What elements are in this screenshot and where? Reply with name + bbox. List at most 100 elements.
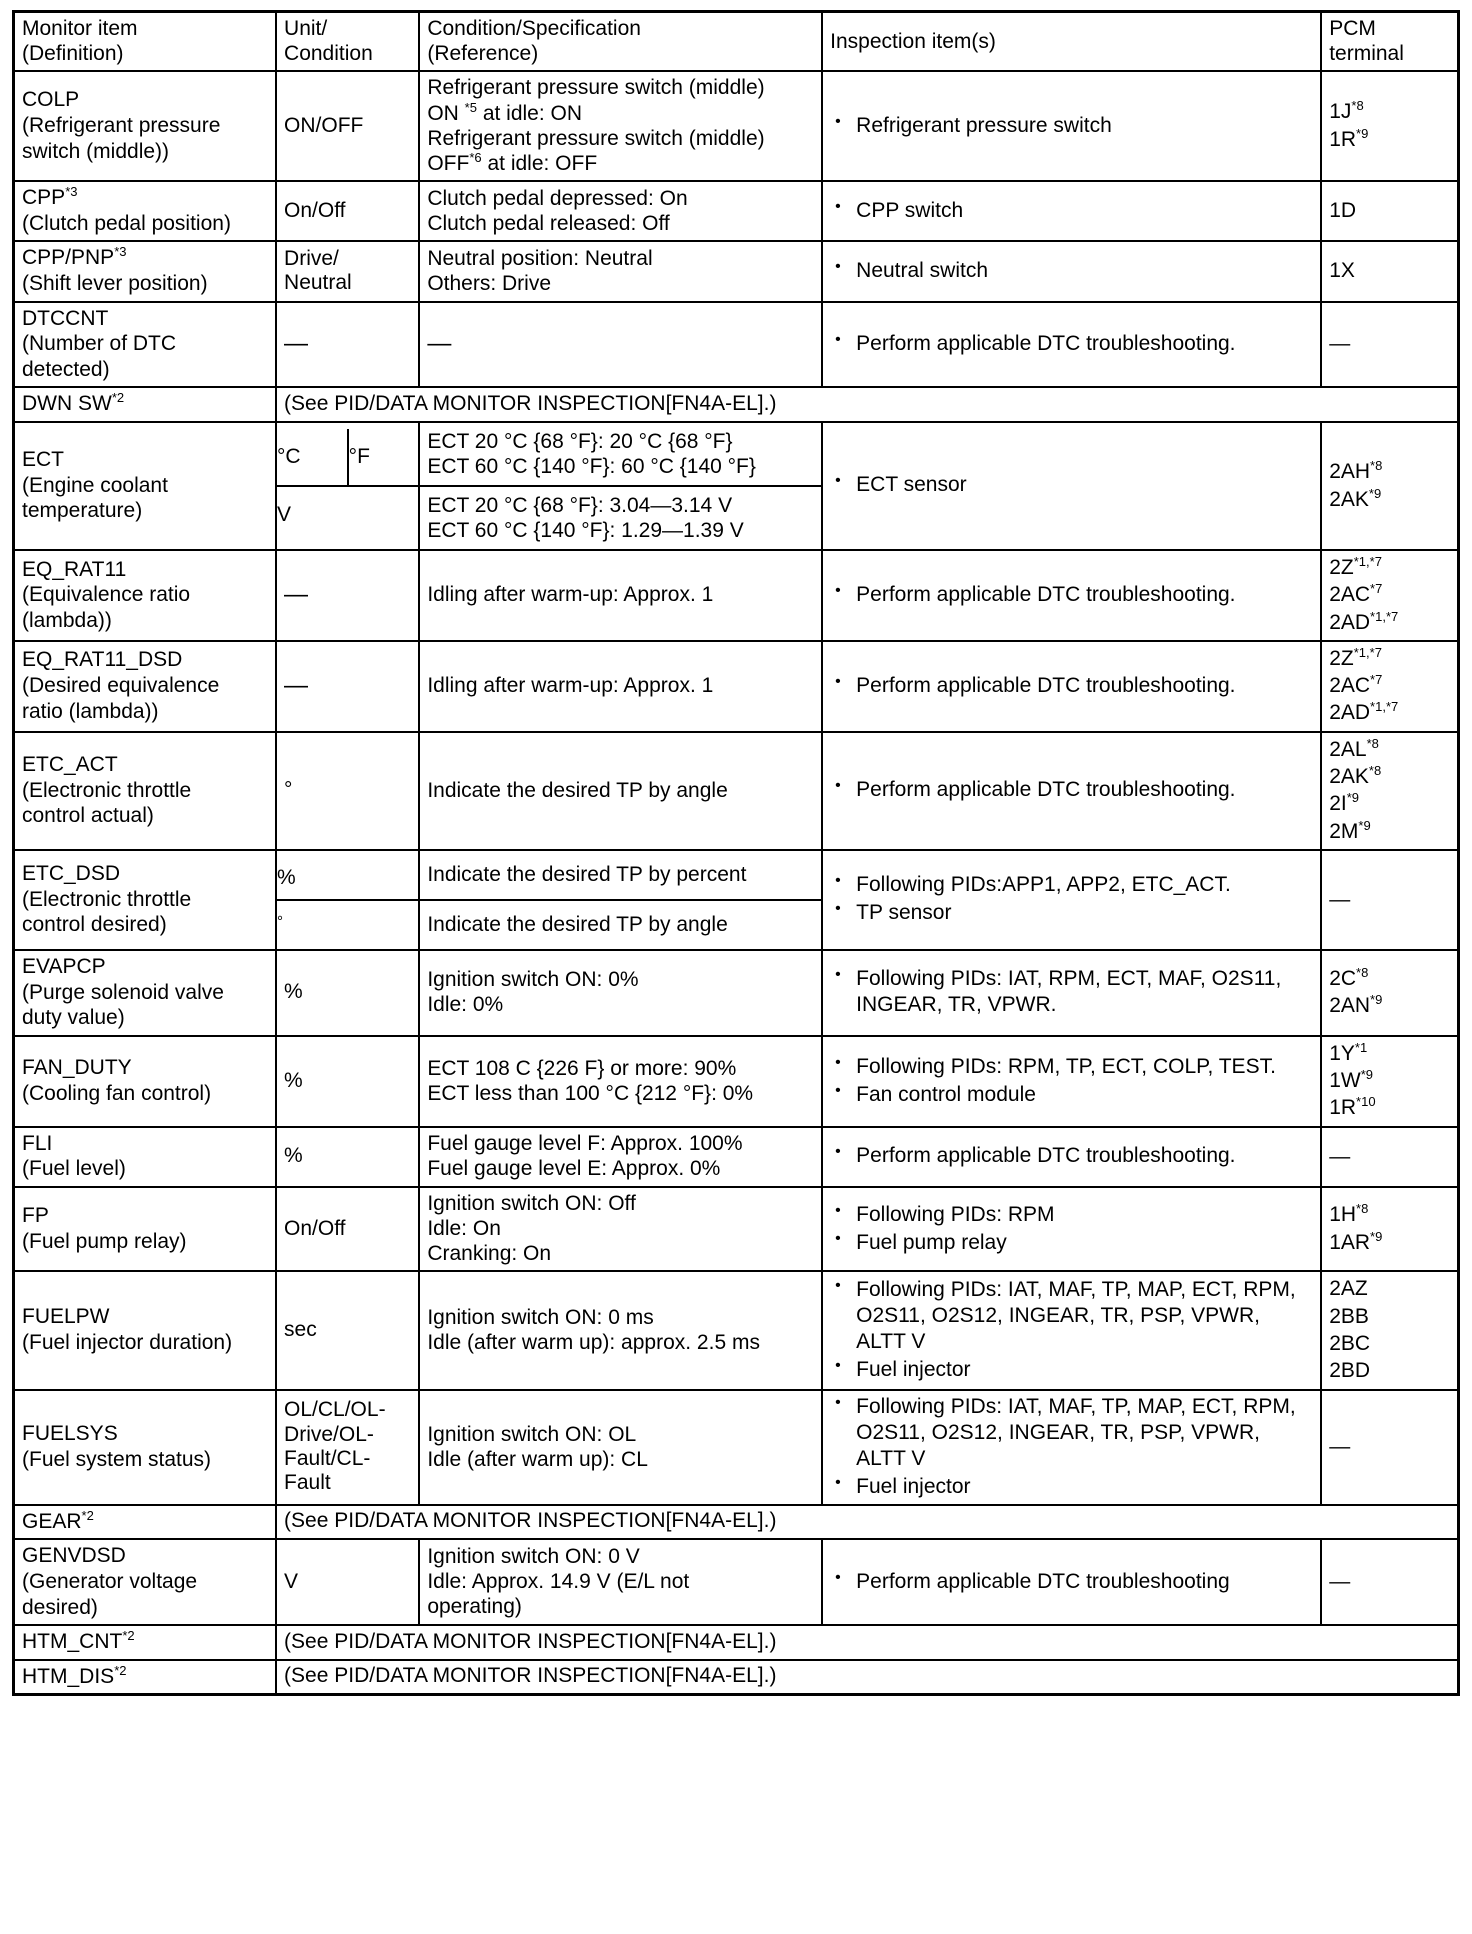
table-body: COLP (Refrigerant pressure switch (middl… — [12, 70, 1460, 1696]
see-reference-note: (See PID/DATA MONITOR INSPECTION[FN4A-EL… — [275, 1658, 1460, 1696]
see-reference-note: (See PID/DATA MONITOR INSPECTION[FN4A-EL… — [275, 1624, 1460, 1661]
condition-line: ECT 60 °C {140 °F}: 1.29—1.39 V — [427, 519, 744, 542]
monitor-item-id: HTM_CNT*2 — [22, 1629, 268, 1655]
unit-value: Neutral — [284, 270, 352, 294]
condition-line: — — [427, 330, 452, 358]
monitor-item-dwn-sw: DWN SW*2 — [12, 386, 278, 423]
monitor-item-genvdsd: GENVDSD (Generator voltage desired) — [12, 1538, 278, 1627]
list-item: Neutral switch — [835, 257, 1313, 284]
unit-condition: On/Off — [275, 180, 421, 243]
condition-line: Fuel gauge level F: Approx. 100% — [427, 1132, 743, 1156]
monitor-item-id: GEAR*2 — [22, 1509, 268, 1535]
table-row: CPP*3 (Clutch pedal position) On/Off Clu… — [12, 180, 1460, 243]
unit-fahrenheit: °F — [347, 429, 419, 487]
table-row: HTM_DIS*2 (See PID/DATA MONITOR INSPECTI… — [12, 1658, 1460, 1696]
unit-value: Fault/CL- — [284, 1446, 371, 1470]
pcm-terminal: 2Z*1,*7 2AC*7 2AD*1,*7 — [1320, 549, 1460, 642]
condition-line: operating) — [427, 1595, 522, 1619]
unit-value: % — [284, 1144, 303, 1168]
pcm-value: — — [1329, 1144, 1351, 1168]
monitor-item-fan-duty: FAN_DUTY (Cooling fan control) — [12, 1034, 278, 1128]
unit-volts: V — [277, 502, 292, 526]
condition-specification: Ignition switch ON: OL Idle (after warm … — [418, 1388, 824, 1506]
condition-line: Ignition switch ON: OL — [427, 1422, 637, 1446]
pcm-value: 1W — [1329, 1069, 1361, 1093]
monitor-item-definition: (Refrigerant pressure — [22, 113, 221, 137]
inspection-list: Following PIDs: IAT, RPM, ECT, MAF, O2S1… — [830, 965, 1313, 1018]
pid-data-monitor-table: Monitor item (Definition) Unit/ Conditio… — [12, 10, 1460, 1697]
list-item: Perform applicable DTC troubleshooting. — [835, 581, 1313, 608]
footnote-marker: *9 — [1358, 817, 1371, 833]
condition-specification: ECT 108 C {226 F} or more: 90% ECT less … — [418, 1034, 824, 1128]
pcm-value: 1R — [1329, 127, 1357, 151]
unit-split-table: % ° — [277, 856, 419, 943]
condition-line: Neutral position: Neutral — [427, 246, 653, 270]
condition-specification: Indicate the desired TP by angle — [418, 730, 824, 851]
header-line: Unit/ — [284, 17, 328, 40]
condition-percent: Indicate the desired TP by percent — [420, 850, 822, 901]
list-item: CPP switch — [835, 197, 1313, 224]
pcm-value: 2BD — [1329, 1359, 1371, 1383]
monitor-item-definition: (Clutch pedal position) — [22, 211, 231, 235]
pcm-value: 1H — [1329, 1203, 1357, 1227]
monitor-item-text: GEAR — [22, 1509, 82, 1533]
monitor-item-etc-dsd: ETC_DSD (Electronic throttle control des… — [12, 848, 278, 951]
pcm-entry: 1D — [1329, 197, 1450, 224]
monitor-item-definition: (Fuel level) — [22, 1157, 126, 1181]
pcm-value: — — [1329, 1435, 1351, 1459]
unit-value: Drive/ — [284, 246, 339, 270]
unit-condition: % — [275, 948, 421, 1037]
footnote-marker: *8 — [1356, 965, 1369, 981]
inspection-items: Perform applicable DTC troubleshooting. — [821, 549, 1323, 642]
pcm-value: 2C — [1329, 967, 1357, 991]
condition-line: OFF*6 at idle: OFF — [427, 151, 814, 176]
monitor-item-definition: switch (middle)) — [22, 139, 170, 163]
unit-condition: — — [275, 639, 421, 733]
column-header-condition-specification: Condition/Specification (Reference) — [418, 10, 824, 73]
unit-condition: sec — [275, 1270, 421, 1391]
monitor-item-definition: duty value) — [22, 1006, 125, 1030]
condition-text: at idle: ON — [476, 101, 583, 125]
pcm-value: 2AZ — [1329, 1277, 1368, 1301]
pcm-entry: 2AC*7 — [1329, 672, 1450, 699]
table-row: ETC_ACT (Electronic throttle control act… — [12, 730, 1460, 851]
list-item: Following PIDs: RPM — [835, 1201, 1313, 1228]
pcm-entry: 2I*9 — [1329, 790, 1450, 817]
pcm-value: 2Z — [1329, 646, 1354, 670]
pcm-entry: 1AR*9 — [1329, 1229, 1450, 1256]
condition-line: Clutch pedal depressed: On — [427, 186, 688, 210]
pcm-value: 1Y — [1329, 1041, 1355, 1065]
header-line: Inspection item(s) — [830, 29, 996, 53]
condition-line: ECT 60 °C {140 °F}: 60 °C {140 °F} — [427, 455, 756, 478]
monitor-item-id: EQ_RAT11 — [22, 557, 127, 581]
inspection-items: Neutral switch — [821, 240, 1323, 303]
monitor-item-dtccnt: DTCCNT (Number of DTC detected) — [12, 300, 278, 389]
pcm-entry: 2AD*1,*7 — [1329, 609, 1450, 636]
list-item: TP sensor — [835, 899, 1313, 926]
list-item: ECT sensor — [835, 471, 1313, 498]
pcm-value: 1D — [1329, 199, 1357, 223]
inspection-items: Following PIDs: RPM, TP, ECT, COLP, TEST… — [821, 1034, 1323, 1128]
list-item: Following PIDs: IAT, MAF, TP, MAP, ECT, … — [835, 1393, 1313, 1472]
monitor-item-id: DWN SW*2 — [22, 391, 268, 417]
pcm-terminal: 1D — [1320, 180, 1460, 243]
list-item: Perform applicable DTC troubleshooting. — [835, 1142, 1313, 1169]
condition-specification: Neutral position: Neutral Others: Drive — [418, 240, 824, 303]
condition-split-table: Indicate the desired TP by percent Indic… — [420, 850, 822, 949]
condition-text: at idle: OFF — [481, 151, 598, 175]
pcm-entry: — — [1329, 1143, 1450, 1170]
unit-value: Drive/OL- — [284, 1422, 374, 1446]
condition-text: ON — [427, 101, 465, 125]
header-line: terminal — [1329, 42, 1404, 66]
table-row: FLI (Fuel level) % Fuel gauge level F: A… — [12, 1125, 1460, 1188]
footnote-marker: *1,*7 — [1370, 699, 1399, 715]
condition-split-table: ECT 20 °C {68 °F}: 20 °C {68 °F} ECT 60 … — [420, 423, 822, 549]
monitor-item-definition: (Engine coolant — [22, 473, 168, 497]
monitor-item-id: HTM_DIS*2 — [22, 1664, 268, 1690]
inspection-items: Following PIDs: IAT, RPM, ECT, MAF, O2S1… — [821, 948, 1323, 1037]
unit-split-row-top: % — [277, 856, 419, 901]
footnote-marker: *8 — [1368, 763, 1382, 779]
condition-specification: Ignition switch ON: 0 ms Idle (after war… — [418, 1270, 824, 1391]
list-item: Refrigerant pressure switch — [835, 112, 1313, 139]
pcm-terminal: — — [1320, 1538, 1460, 1627]
